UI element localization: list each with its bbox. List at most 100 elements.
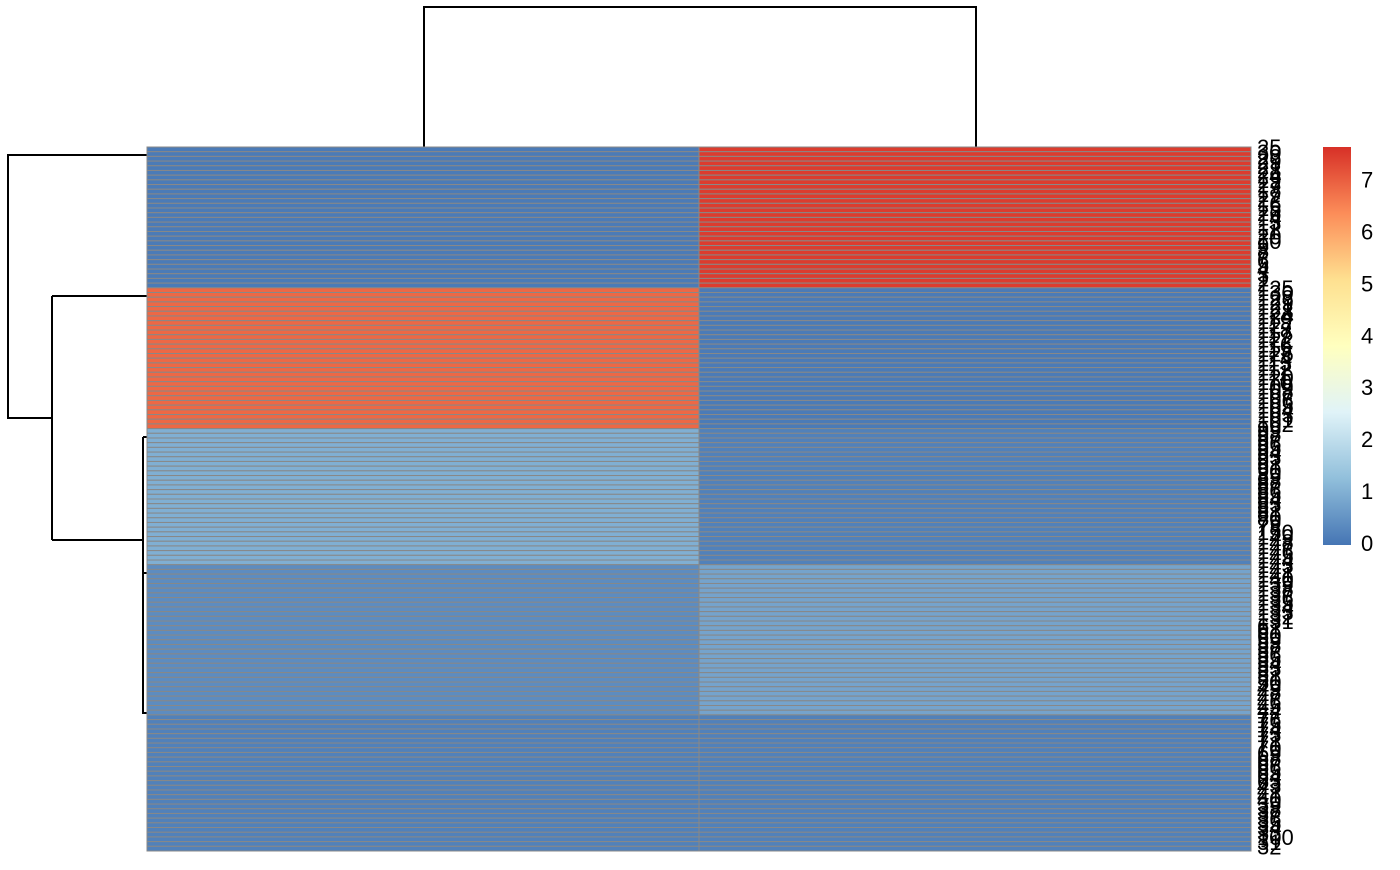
heatmap-cell (146, 695, 700, 702)
row-label: 96 (1257, 431, 1281, 456)
heatmap-cell (146, 517, 700, 523)
row-label: 81 (1257, 501, 1281, 526)
colorbar-tick-label: 1 (1361, 479, 1373, 504)
heatmap-cell (698, 371, 1252, 378)
heatmap-cell (146, 672, 700, 678)
heatmap-cell (146, 198, 700, 204)
heatmap-cell (146, 324, 700, 331)
heatmap-cell (698, 770, 1252, 777)
heatmap-cell (146, 634, 700, 641)
row-label: 36 (1257, 806, 1281, 831)
heatmap-cell (146, 160, 700, 167)
heatmap-cell (146, 564, 700, 570)
heatmap-cell (146, 507, 700, 514)
heatmap-cell (146, 230, 700, 237)
row-label: 58 (1257, 633, 1281, 658)
row-label: 32 (1257, 834, 1281, 859)
heatmap-cell (698, 658, 1252, 664)
row-label: 42 (1257, 778, 1281, 803)
heatmap-cell (146, 376, 700, 383)
heatmap-cell (146, 733, 700, 739)
row-label: 119 (1257, 309, 1292, 334)
heatmap-cell (698, 268, 1252, 275)
row-label: 6 (1257, 248, 1269, 273)
heatmap-cell (146, 277, 700, 284)
row-label: 39 (1257, 792, 1281, 817)
heatmap-cell (698, 174, 1252, 181)
heatmap-cell (698, 643, 1252, 650)
row-label: 125 (1257, 276, 1294, 301)
row-label: 148 (1257, 529, 1294, 554)
heatmap-cell (698, 184, 1252, 190)
row-label: 145 (1257, 543, 1294, 568)
heatmap-cell (146, 629, 700, 636)
heatmap-cell (146, 709, 700, 716)
row-label: 26 (1257, 201, 1281, 226)
heatmap-cell (698, 540, 1252, 547)
heatmap-cell (146, 479, 700, 486)
heatmap-cell (146, 202, 700, 209)
row-label: 41 (1257, 783, 1281, 808)
heatmap-cell (146, 784, 700, 791)
heatmap-cell (698, 221, 1252, 228)
heatmap-cell (698, 705, 1252, 711)
heatmap-cell (146, 404, 700, 411)
heatmap-cell (698, 648, 1252, 655)
heatmap-cell (146, 625, 700, 631)
heatmap-cell (698, 456, 1252, 462)
heatmap-cell (146, 751, 700, 758)
heatmap-cell (698, 700, 1252, 707)
row-label: 64 (1257, 764, 1281, 789)
row-label: 70 (1257, 736, 1281, 761)
heatmap-cell (146, 648, 700, 655)
heatmap-cell (698, 582, 1252, 589)
heatmap-cell (698, 301, 1252, 308)
heatmap-cell (698, 517, 1252, 523)
heatmap-cell (146, 592, 700, 599)
row-label: 120 (1257, 365, 1294, 390)
row-label: 40 (1257, 788, 1281, 813)
heatmap-cell (146, 681, 700, 688)
heatmap-cell (146, 526, 700, 533)
heatmap-cell (698, 573, 1252, 580)
heatmap-cell (698, 521, 1252, 528)
heatmap-cell (698, 789, 1252, 796)
row-label: 80 (1257, 506, 1281, 531)
heatmap-cell (698, 287, 1252, 293)
heatmap-cell (698, 531, 1252, 538)
heatmap-cell (146, 728, 700, 735)
heatmap-cell (146, 348, 700, 355)
heatmap-cell (698, 498, 1252, 505)
row-label: 65 (1257, 759, 1281, 784)
heatmap-cell (146, 240, 700, 247)
row-label: 4 (1257, 257, 1269, 282)
heatmap-cell (698, 273, 1252, 279)
heatmap-cell (698, 245, 1252, 251)
row-label: 9 (1257, 234, 1269, 259)
row-label: 102 (1257, 412, 1294, 437)
heatmap-cell (698, 315, 1252, 322)
heatmap-cell (698, 597, 1252, 603)
heatmap-cell (146, 273, 700, 279)
heatmap-cell (698, 212, 1252, 218)
heatmap-cell (698, 526, 1252, 533)
colorbar-tick-label: 3 (1361, 375, 1373, 400)
heatmap-cell (146, 761, 700, 768)
heatmap-cell (698, 310, 1252, 317)
row-label: 63 (1257, 769, 1281, 794)
color-bar (1323, 147, 1351, 545)
heatmap-cell (146, 794, 700, 800)
heatmap-cell (698, 390, 1252, 397)
heatmap-cell (698, 676, 1252, 683)
row-label: 146 (1257, 539, 1294, 564)
heatmap-cell (698, 432, 1252, 439)
row-label: 35 (1257, 811, 1281, 836)
heatmap-cell (146, 705, 700, 711)
heatmap-cell (146, 475, 700, 481)
heatmap-cell (146, 606, 700, 613)
heatmap-cell (146, 338, 700, 345)
heatmap-cell (146, 498, 700, 505)
heatmap-cell (698, 404, 1252, 411)
heatmap-cell (146, 601, 700, 608)
